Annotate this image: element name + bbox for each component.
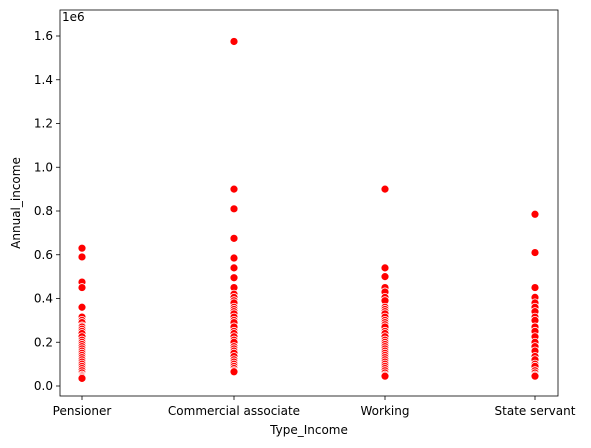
y-tick-label: 0.0 (34, 379, 53, 393)
data-point (229, 233, 239, 243)
x-tick-label: State servant (495, 404, 576, 418)
y-tick-label: 1.0 (34, 160, 53, 174)
y-axis: 0.0 0.2 0.4 0.6 0.8 1.0 1.2 1.4 1.6 (34, 29, 60, 393)
y-tick-label: 1.4 (34, 73, 53, 87)
y-tick-label: 0.4 (34, 292, 53, 306)
data-point (380, 184, 390, 194)
data-point (530, 371, 540, 381)
data-point (530, 248, 540, 257)
x-axis: Pensioner Commercial associate Working Stat… (53, 396, 576, 418)
data-point (77, 373, 87, 383)
data-point (77, 283, 87, 292)
y-tick-label: 0.8 (34, 204, 53, 218)
y-tick-label: 1.6 (34, 29, 53, 43)
y-tick-label: 0.6 (34, 248, 53, 262)
y-offset-label: 1e6 (62, 10, 85, 24)
data-point (77, 243, 87, 253)
data-point (229, 367, 239, 377)
data-point (380, 371, 390, 381)
y-axis-label: Annual_income (9, 157, 23, 249)
plot-area (77, 37, 540, 383)
data-point (380, 272, 390, 282)
data-point (530, 209, 540, 219)
x-tick-label: Commercial associate (168, 404, 300, 418)
data-point (77, 302, 87, 312)
data-point (229, 37, 239, 46)
y-tick-label: 1.2 (34, 117, 53, 131)
data-point (229, 204, 239, 214)
data-point (229, 263, 239, 273)
x-tick-label: Pensioner (53, 404, 112, 418)
x-axis-label: Type_Income (269, 423, 348, 437)
data-point (530, 283, 540, 292)
x-tick-label: Working (361, 404, 410, 418)
axes-frame (59, 9, 559, 397)
y-tick-label: 0.2 (34, 335, 53, 349)
data-point (229, 253, 239, 263)
data-point (380, 263, 390, 273)
data-point (229, 273, 239, 283)
data-point (229, 184, 239, 194)
data-point (77, 252, 87, 262)
